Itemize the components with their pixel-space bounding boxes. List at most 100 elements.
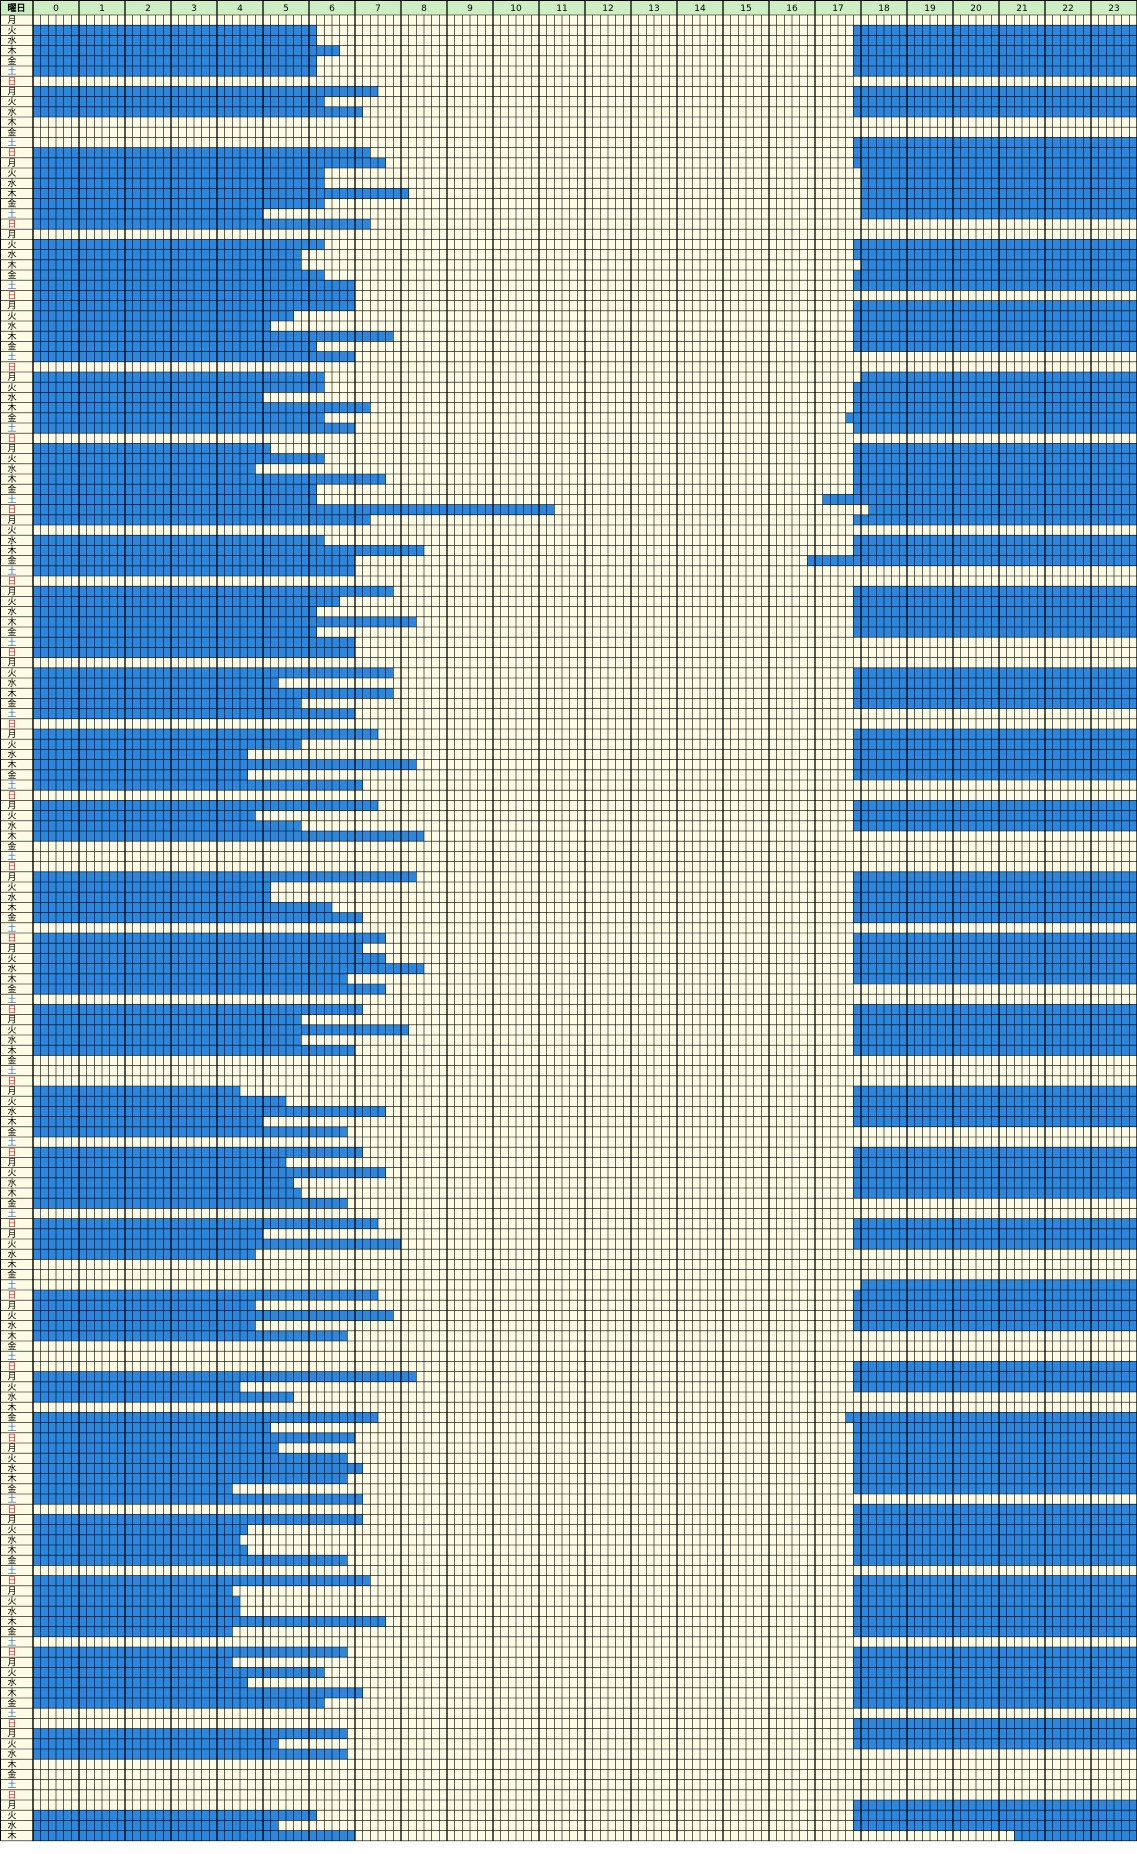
sleep-block [853, 963, 1137, 974]
sleep-block [33, 1473, 348, 1484]
day-label: 水 [7, 1463, 16, 1475]
sleep-block [853, 147, 1137, 158]
day-label: 木 [7, 116, 16, 128]
day-label: 土 [7, 1779, 16, 1791]
hour-label: 15 [740, 4, 751, 14]
sleep-block [853, 1575, 1137, 1586]
day-label: 火 [7, 954, 16, 965]
day-label: 土 [7, 636, 16, 648]
sleep-block [853, 1290, 1137, 1301]
sleep-block [33, 259, 302, 270]
day-label: 日 [7, 719, 16, 730]
day-label: 木 [7, 1544, 16, 1556]
hour-label: 6 [329, 4, 335, 14]
sleep-block [33, 1310, 394, 1321]
sleep-block [853, 1320, 1137, 1331]
day-label: 月 [7, 1800, 16, 1811]
day-label: 月 [7, 15, 16, 26]
sleep-block [33, 341, 317, 352]
day-label: 土 [7, 1065, 16, 1077]
sleep-block [853, 1555, 1137, 1566]
day-label: 土 [7, 993, 16, 1005]
sleep-block [853, 1024, 1137, 1035]
day-label: 火 [7, 525, 16, 536]
sleep-block [853, 627, 1137, 638]
hour-label: 5 [283, 4, 289, 14]
day-label: 月 [7, 1729, 16, 1740]
sleep-block [853, 137, 1137, 148]
day-label: 水 [7, 1391, 16, 1403]
sleep-block [33, 249, 302, 260]
day-label: 木 [7, 759, 16, 771]
sleep-block [853, 1045, 1137, 1056]
sleep-block [853, 1157, 1137, 1168]
sleep-block [33, 688, 394, 699]
sleep-block [33, 484, 317, 495]
sleep-block [33, 973, 348, 984]
day-label: 水 [7, 820, 16, 832]
sleep-block [33, 1320, 256, 1331]
sleep-block [853, 1371, 1137, 1382]
sleep-block [853, 1116, 1137, 1127]
sleep-block [853, 1504, 1137, 1515]
day-label: 日 [7, 291, 16, 302]
sleep-block [33, 1014, 302, 1025]
sleep-block [33, 1810, 317, 1821]
day-label: 火 [7, 454, 16, 465]
day-label: 日 [7, 1076, 16, 1087]
day-label: 水 [7, 1820, 16, 1832]
day-label: 水 [7, 1534, 16, 1546]
sleep-block [853, 698, 1137, 709]
day-label: 土 [7, 65, 16, 77]
day-label: 月 [7, 1300, 16, 1311]
hour-label: 8 [421, 4, 427, 14]
day-label: 金 [7, 626, 16, 638]
day-label: 月 [7, 158, 16, 169]
sleep-block [853, 1524, 1137, 1535]
day-label: 日 [7, 1290, 16, 1301]
sleep-block [853, 96, 1137, 107]
sleep-block [853, 1647, 1137, 1658]
sleep-block [33, 1514, 363, 1525]
sleep-block [33, 1330, 348, 1341]
day-label: 日 [7, 505, 16, 516]
sleep-block [33, 1249, 256, 1260]
day-label: 木 [7, 1044, 16, 1056]
day-label: 日 [7, 219, 16, 230]
day-label: 月 [7, 586, 16, 597]
sleep-block [33, 1381, 240, 1392]
day-label: 土 [7, 565, 16, 577]
day-label: 火 [7, 168, 16, 179]
sleep-block [853, 1534, 1137, 1545]
day-label: 月 [7, 801, 16, 812]
sleep-block [853, 157, 1137, 168]
hour-label: 17 [832, 4, 843, 14]
day-label: 水 [7, 1248, 16, 1260]
sleep-block [853, 463, 1137, 474]
sleep-block [853, 66, 1137, 77]
day-label: 月 [7, 87, 16, 98]
day-label: 火 [7, 739, 16, 750]
sleep-block [853, 331, 1137, 342]
sleep-block [853, 443, 1137, 454]
sleep-block [33, 545, 424, 556]
day-label: 日 [7, 1790, 16, 1801]
sleep-block [33, 1188, 302, 1199]
sleep-block [33, 1412, 378, 1423]
sleep-block [33, 1647, 348, 1658]
sleep-block [853, 382, 1137, 393]
day-label: 金 [7, 1483, 16, 1495]
sleep-block [853, 800, 1137, 811]
sleep-block [853, 1606, 1137, 1617]
sleep-block [33, 1126, 348, 1137]
sleep-block [33, 1157, 286, 1168]
sleep-block [33, 1534, 240, 1545]
day-label: 金 [7, 198, 16, 210]
day-label: 金 [7, 1554, 16, 1566]
day-label: 月 [7, 1586, 16, 1597]
day-label: 水 [7, 891, 16, 903]
sleep-block [853, 321, 1137, 332]
sleep-block [853, 1422, 1137, 1433]
sleep-block [33, 810, 256, 821]
sleep-block [33, 1494, 363, 1505]
